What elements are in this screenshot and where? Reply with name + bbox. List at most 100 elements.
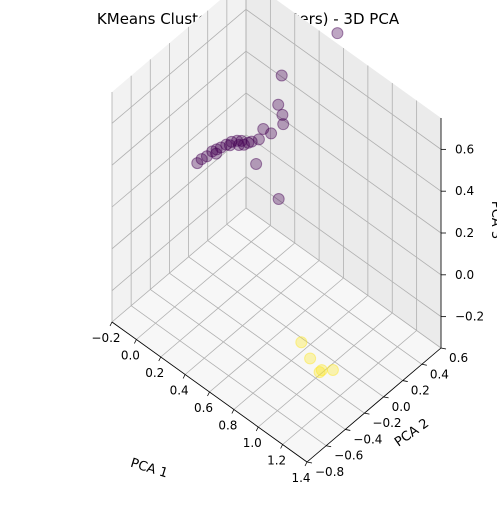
z-axis-label: PCA 3 [488,201,497,239]
y-tick-mark [383,396,389,399]
x-tick-label: −0.2 [91,331,120,345]
x-tick-mark [207,391,210,397]
scatter-point-cluster-0 [223,139,236,152]
y-axis-line [306,347,442,463]
scatter-point-cluster-0 [200,150,213,163]
y-grid-line-floor [207,240,403,381]
y-tick-mark [364,412,370,415]
y-tick-label: −0.6 [334,449,363,463]
scatter-point-cluster-0 [275,69,288,82]
scatter-point-cluster-0 [210,147,223,160]
x-tick-label: 0.4 [170,384,189,398]
x-tick-label: 0.0 [121,349,140,363]
scatter-point-cluster-1 [315,364,328,377]
z-grid-line-side [111,176,247,291]
x-tick-label: 0.6 [194,401,213,415]
x-tick-mark [134,339,137,344]
x-tick-label: 1.4 [291,471,310,485]
y-tick-mark [421,363,427,366]
z-tick-label: 0.4 [455,184,474,198]
z-grid-line-back [245,9,442,150]
z-grid-line-side [111,134,247,250]
x-tick-label: 0.8 [218,419,237,433]
scatter-point-cluster-0 [220,138,233,151]
z-grid-line-back [245,134,442,276]
y-tick-mark [440,347,447,350]
scatter-point-cluster-0 [191,157,204,170]
x-grid-line-floor [209,277,344,393]
z-grid-line-side [111,9,247,124]
scatter-point-cluster-0 [245,135,258,148]
y-tick-label: −0.8 [315,465,344,479]
y-tick-mark [402,380,408,382]
scatter-point-cluster-0 [272,193,285,206]
z-grid-line-side [111,92,247,208]
scatter-point-cluster-0 [250,157,263,170]
scatter-point-cluster-0 [265,127,278,140]
x-grid-line-floor [282,330,417,445]
scatter-point-cluster-0 [210,143,223,156]
y-tick-label: −0.4 [353,432,382,446]
z-tick-label: 0.6 [455,142,474,156]
y-tick-mark [326,445,332,448]
x-grid-line-floor [160,242,296,358]
scatter-point-cluster-0 [252,133,265,146]
scatter-point-cluster-1 [326,363,339,376]
z-grid-line-back [245,176,442,317]
y-tick-label: 0.2 [411,384,430,398]
x-tick-label: 1.2 [267,454,286,468]
z-grid-line-side [111,50,247,166]
x-tick-mark [109,321,113,327]
scatter-point-cluster-0 [235,134,248,147]
y-grid-line-floor [245,207,442,349]
x-grid-line-floor [257,312,393,428]
x-tick-label: 0.2 [145,366,164,380]
scatter-point-cluster-0 [195,153,208,166]
z-tick-label: −0.2 [455,310,484,324]
y-tick-mark [345,429,351,431]
scatter-point-cluster-0 [277,118,290,131]
x-tick-label: 1.0 [243,436,262,450]
scatter-point-cluster-0 [257,122,270,135]
scatter-point-cluster-1 [313,366,326,379]
z-tick-label: 0.2 [455,226,474,240]
y-tick-label: 0.0 [392,400,411,414]
y-grid-line-floor [188,256,384,398]
side-pane [112,0,246,322]
x-grid-line-floor [233,295,369,410]
y-tick-mark [306,461,313,464]
scatter-point-cluster-0 [237,138,250,151]
z-grid-line-back [245,92,442,234]
scatter-point-cluster-0 [276,108,289,121]
y-grid-line-floor [169,272,365,414]
scatter-point-cluster-0 [231,134,244,147]
y-tick-label: 0.6 [449,351,468,365]
scatter-point-cluster-0 [331,27,344,40]
x-tick-mark [304,461,308,467]
scatter-point-cluster-0 [206,145,219,158]
x-tick-mark [231,409,235,414]
x-tick-mark [280,444,283,449]
scatter-point-cluster-0 [272,98,285,111]
x-grid-line-floor [136,225,271,340]
z-grid-line-back [245,50,442,192]
scatter-point-cluster-0 [232,139,245,152]
y-tick-label: 0.4 [430,367,449,381]
scatter-point-cluster-0 [214,141,227,154]
x-grid-line-floor [111,207,247,323]
x-axis-label: PCA 1 [129,456,170,482]
y-grid-line-floor [226,223,423,365]
x-tick-mark [182,374,186,379]
scatter-point-cluster-1 [304,352,317,365]
y-grid-line-floor [150,289,346,430]
scatter-point-cluster-1 [295,336,308,349]
x-grid-line-floor [184,260,320,375]
x-tick-mark [255,426,259,432]
y-grid-line-floor [130,305,327,447]
z-tick-label: 0.0 [455,268,474,282]
x-tick-mark [158,356,162,362]
scatter-point-cluster-0 [242,136,255,149]
y-tick-label: −0.2 [372,416,401,430]
